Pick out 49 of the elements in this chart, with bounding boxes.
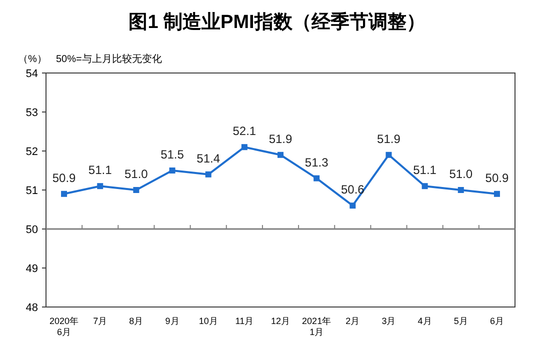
y-tick-label: 48 <box>26 302 38 314</box>
x-tick-label: 2020年 6月 <box>50 316 79 337</box>
point <box>458 187 464 193</box>
x-tick-label: 10月 <box>198 316 218 326</box>
x-tick-label: 6月 <box>490 316 504 326</box>
data-label: 51.9 <box>268 132 292 146</box>
y-tick-label: 51 <box>26 185 38 197</box>
data-label: 51.9 <box>377 132 401 146</box>
point <box>386 152 392 158</box>
data-label: 52.1 <box>232 124 256 138</box>
y-tick-label: 52 <box>26 146 38 158</box>
point <box>169 168 176 174</box>
text: 50%=与上月比较无变化 <box>56 53 162 65</box>
x-tick-label: 2月 <box>346 316 360 326</box>
point <box>422 183 428 190</box>
data-label: 51.1 <box>88 163 112 178</box>
point <box>133 187 140 193</box>
x-tick-label: 4月 <box>418 316 432 326</box>
y-tick-label: 54 <box>26 68 38 80</box>
point <box>494 190 500 197</box>
data-label: 51.4 <box>196 151 220 166</box>
point <box>61 190 68 197</box>
point <box>278 152 284 158</box>
x-tick-label: 11月 <box>235 316 254 326</box>
x-tick-label: 3月 <box>382 316 396 326</box>
y-tick-label: 50 <box>26 224 38 236</box>
x-tick-label: 7月 <box>93 316 108 326</box>
point <box>241 144 248 150</box>
data-label: 50.9 <box>52 170 76 185</box>
data-label: 51.0 <box>124 167 148 181</box>
data-label: 51.1 <box>413 163 437 178</box>
x-tick-label: 2021年 1月 <box>302 316 332 337</box>
y-tick-label: 53 <box>26 107 38 119</box>
data-label: 50.9 <box>485 170 509 185</box>
data-label: 51.5 <box>160 148 184 162</box>
x-tick-label: 5月 <box>454 316 468 326</box>
x-tick-label: 8月 <box>129 316 144 326</box>
chart-title: 图1 制造业PMI指数（经季节调整） <box>128 11 426 33</box>
point <box>350 202 356 209</box>
point <box>205 171 212 178</box>
y-tick-label: 49 <box>26 263 38 275</box>
data-label: 50.6 <box>340 182 365 197</box>
data-label: 51.0 <box>449 167 473 181</box>
y-axis-title: （%） <box>18 54 47 65</box>
x-tick-label: 9月 <box>165 316 180 326</box>
data-label: 51.3 <box>304 155 329 170</box>
point <box>314 175 320 182</box>
point <box>97 183 104 190</box>
x-tick-label: 12月 <box>270 316 290 326</box>
